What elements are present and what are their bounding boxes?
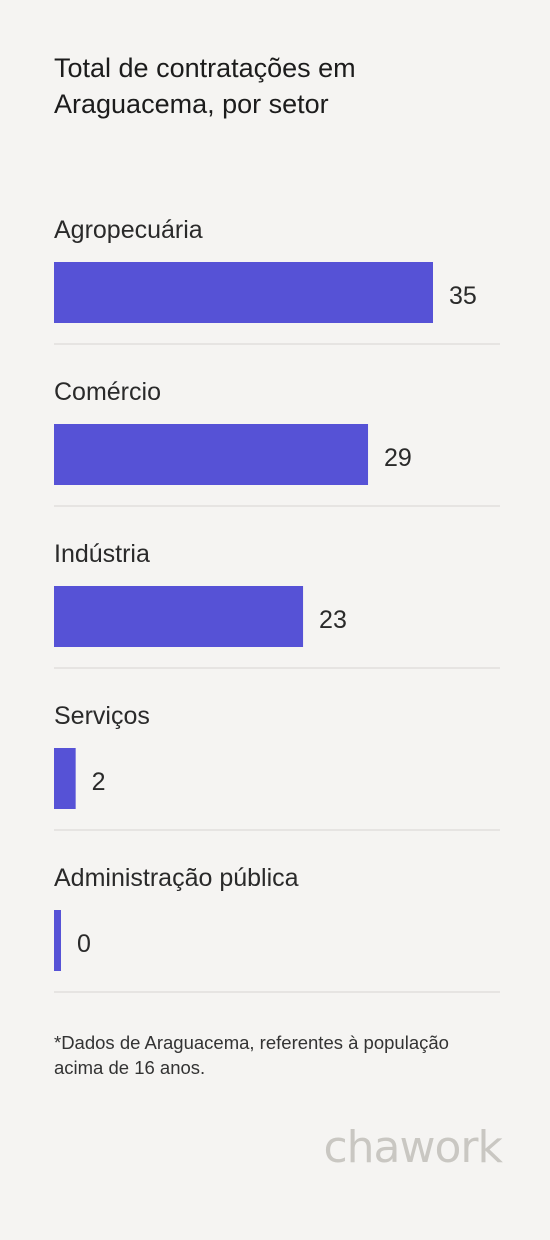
bar-servicos bbox=[54, 748, 76, 809]
value-label-comercio: 29 bbox=[384, 444, 412, 472]
value-label-agropecuaria: 35 bbox=[449, 282, 477, 310]
bar-agropecuaria bbox=[54, 262, 433, 323]
bar-comercio bbox=[54, 424, 369, 485]
value-label-servicos: 2 bbox=[92, 768, 106, 796]
category-label-industria: Indústria bbox=[54, 540, 150, 568]
chawork-logo: chawork bbox=[323, 1122, 503, 1173]
bar-administracao-publica bbox=[54, 910, 61, 971]
footnote: *Dados de Araguacema, referentes à popul… bbox=[54, 1032, 449, 1078]
category-label-agropecuaria: Agropecuária bbox=[54, 216, 203, 244]
chart-title: Total de contratações em Araguacema, por… bbox=[54, 53, 356, 119]
category-label-administracao-publica: Administração pública bbox=[54, 864, 299, 892]
category-label-comercio: Comércio bbox=[54, 378, 161, 406]
value-label-administracao-publica: 0 bbox=[77, 930, 91, 958]
category-label-servicos: Serviços bbox=[54, 702, 150, 730]
bar-industria bbox=[54, 586, 304, 647]
value-label-industria: 23 bbox=[319, 606, 347, 634]
